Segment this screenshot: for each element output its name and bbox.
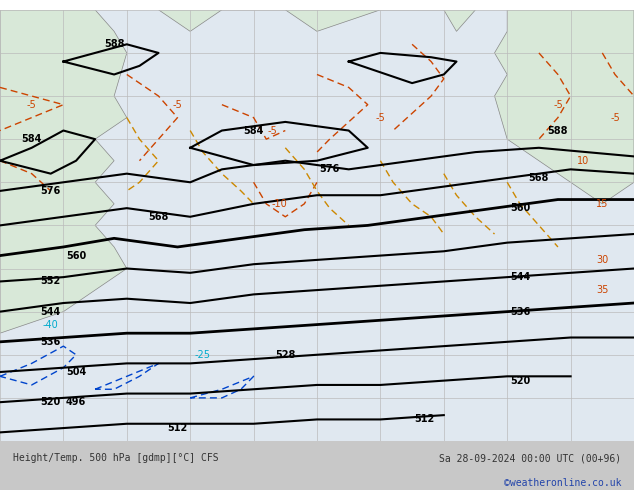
- Text: 560: 560: [510, 203, 530, 213]
- Text: -5: -5: [268, 125, 278, 136]
- Text: 536: 536: [41, 337, 61, 347]
- Text: 512: 512: [415, 415, 435, 424]
- Polygon shape: [495, 10, 634, 204]
- Polygon shape: [0, 10, 127, 333]
- Polygon shape: [158, 10, 476, 31]
- Text: 536: 536: [510, 307, 530, 317]
- Text: 30: 30: [596, 255, 609, 265]
- Text: 576: 576: [320, 164, 340, 174]
- Text: 584: 584: [243, 125, 264, 136]
- Text: 568: 568: [148, 212, 169, 222]
- Text: 496: 496: [66, 397, 86, 407]
- Text: Height/Temp. 500 hPa [gdmp][°C] CFS: Height/Temp. 500 hPa [gdmp][°C] CFS: [13, 453, 218, 463]
- Text: 568: 568: [529, 173, 549, 183]
- Text: -40: -40: [43, 319, 58, 330]
- Text: 15: 15: [596, 199, 609, 209]
- Text: Sa 28-09-2024 00:00 UTC (00+96): Sa 28-09-2024 00:00 UTC (00+96): [439, 453, 621, 463]
- Text: 512: 512: [167, 423, 188, 433]
- Text: 520: 520: [41, 397, 61, 407]
- Text: -5: -5: [610, 113, 620, 122]
- Text: 504: 504: [66, 367, 86, 377]
- Text: -5: -5: [375, 113, 385, 122]
- Text: 544: 544: [41, 307, 61, 317]
- Text: -10: -10: [271, 199, 287, 209]
- Text: ©weatheronline.co.uk: ©weatheronline.co.uk: [504, 478, 621, 488]
- Text: 528: 528: [275, 350, 295, 360]
- Text: -5: -5: [27, 99, 37, 110]
- Text: 584: 584: [22, 134, 42, 144]
- Text: 552: 552: [41, 276, 61, 287]
- Text: -5: -5: [172, 99, 183, 110]
- Text: 520: 520: [510, 376, 530, 386]
- Text: 576: 576: [41, 186, 61, 196]
- Text: 560: 560: [66, 250, 86, 261]
- Text: 10: 10: [577, 156, 590, 166]
- Text: 588: 588: [104, 39, 124, 49]
- Text: 544: 544: [510, 272, 530, 282]
- Text: -25: -25: [195, 350, 211, 360]
- Text: 35: 35: [596, 285, 609, 295]
- Text: 588: 588: [548, 125, 568, 136]
- Text: -5: -5: [553, 99, 563, 110]
